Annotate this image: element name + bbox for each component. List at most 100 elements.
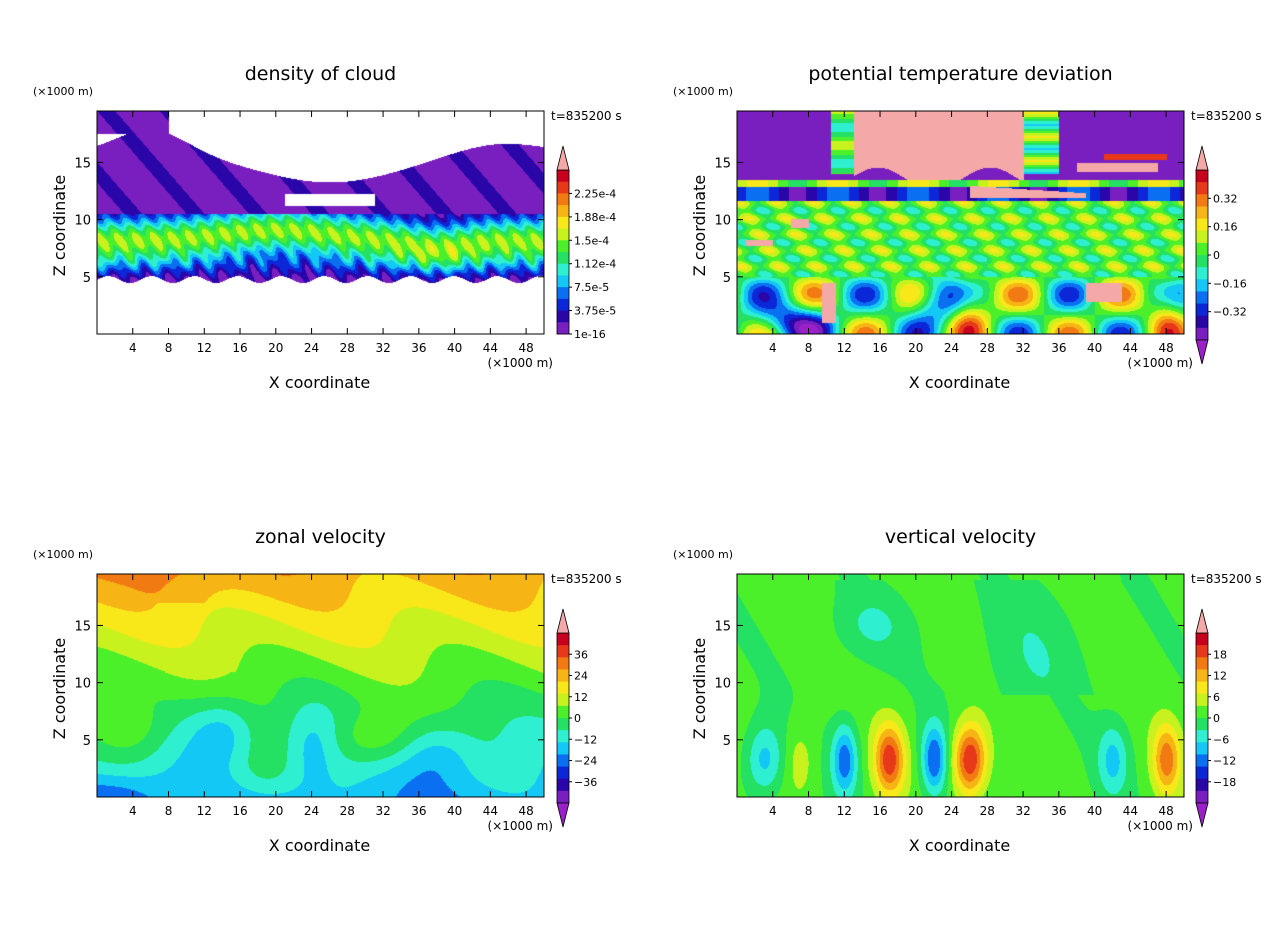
colorbar-swatch: [1196, 778, 1208, 792]
colorbar-label: −6: [1213, 733, 1229, 746]
colorbar-label: −36: [574, 776, 597, 789]
colorbar-swatch: [557, 693, 569, 707]
x-tick-label: 4: [129, 804, 137, 818]
colorbar-swatch: [1196, 255, 1208, 268]
panel-3: zonal velocity (×1000 m) t=835200 s X coord…: [33, 526, 622, 855]
x-tick-label: 16: [872, 804, 887, 818]
x-tick-label: 28: [980, 341, 995, 355]
x-tick-label: 20: [268, 341, 283, 355]
colorbar-swatch: [557, 240, 569, 253]
x-tick-label: 36: [411, 804, 426, 818]
colorbar-swatch: [557, 228, 569, 241]
y-unit-label: (×1000 m): [33, 548, 93, 561]
x-tick-label: 20: [908, 341, 923, 355]
x-tick-label: 8: [805, 341, 813, 355]
colorbar-label: 2.25e-4: [574, 187, 616, 200]
colorbar-swatch: [557, 322, 569, 335]
colorbar-swatch: [557, 790, 569, 804]
x-tick-label: 20: [268, 804, 283, 818]
colorbar-label: −24: [574, 755, 597, 768]
colorbar-label: 12: [574, 691, 588, 704]
y-unit-label: (×1000 m): [673, 85, 733, 98]
colorbar-label: 0: [1213, 249, 1220, 262]
x-tick-label: 44: [1123, 341, 1138, 355]
colorbar-label: −18: [1213, 776, 1236, 789]
colorbar: 2.25e-4 1.88e-4 1.5e-4 1.12e-4 7.5e-5 3.75e-5…: [556, 145, 616, 341]
colorbar-label: 0.32: [1213, 192, 1238, 205]
colorbar-swatch: [557, 645, 569, 658]
colorbar-label: 36: [574, 648, 588, 661]
time-label: t=835200 s: [551, 109, 622, 123]
x-tick-label: 28: [340, 341, 355, 355]
colorbar-swatch: [557, 669, 569, 683]
colorbar-swatch: [1196, 705, 1208, 719]
x-tick-label: 32: [1015, 804, 1030, 818]
colorbar-swatch: [557, 778, 569, 792]
x-tick-label: 24: [944, 804, 959, 818]
y-tick-label: 5: [83, 734, 91, 749]
colorbar-swatch: [1196, 279, 1208, 292]
colorbar-swatch: [1196, 718, 1208, 731]
colorbar-swatch: [557, 193, 569, 206]
x-axis-label: X coordinate: [909, 373, 1010, 392]
colorbar-label: 0: [1213, 712, 1220, 725]
y-unit-label: (×1000 m): [33, 85, 93, 98]
x-tick-label: 28: [340, 804, 355, 818]
colorbar-swatch: [1196, 766, 1208, 780]
colorbar-swatch: [1196, 267, 1208, 280]
colorbar-top-arrow: [1195, 608, 1209, 634]
x-tick-label: 12: [197, 341, 212, 355]
x-tick-label: 4: [769, 341, 777, 355]
x-tick-label: 24: [304, 804, 319, 818]
x-tick-label: 44: [483, 341, 498, 355]
plot-frame: [736, 573, 1185, 798]
colorbar-swatch: [557, 766, 569, 780]
plot-area: [97, 574, 544, 797]
colorbar-swatch: [1196, 742, 1208, 755]
time-label: t=835200 s: [1191, 572, 1262, 586]
colorbar-swatch: [1196, 315, 1208, 329]
x-tick-label: 8: [165, 804, 173, 818]
x-tick-label: 44: [1123, 804, 1138, 818]
plot-area: [97, 111, 544, 334]
chart-title: density of cloud: [245, 63, 397, 85]
colorbar-swatch: [1196, 230, 1208, 244]
time-label: t=835200 s: [551, 572, 622, 586]
colorbar-swatch: [557, 287, 569, 300]
colorbar-top-arrow: [1195, 145, 1209, 171]
colorbar-swatch: [557, 310, 569, 323]
time-label: t=835200 s: [1191, 109, 1262, 123]
x-tick-label: 36: [1051, 804, 1066, 818]
colorbar-label: 0: [574, 712, 581, 725]
y-tick-label: 5: [723, 271, 731, 286]
x-unit-label: (×1000 m): [1128, 819, 1193, 833]
y-tick-label: 15: [74, 619, 91, 634]
x-tick-label: 12: [837, 341, 852, 355]
x-tick-label: 8: [805, 804, 813, 818]
colorbar-label: 0.16: [1213, 221, 1238, 234]
colorbar-swatch: [557, 742, 569, 755]
colorbar-label: −0.32: [1213, 306, 1247, 319]
x-tick-label: 48: [518, 341, 533, 355]
colorbar-label: 3.75e-5: [574, 305, 616, 318]
x-tick-label: 20: [908, 804, 923, 818]
colorbar-swatch: [1196, 633, 1208, 646]
colorbar-swatch: [557, 263, 569, 276]
colorbar: 0.32 0.16 0 −0.16 −0.32: [1195, 145, 1247, 365]
colorbar-swatch: [557, 205, 569, 218]
colorbar-label: −0.16: [1213, 277, 1247, 290]
colorbar-label: 1.12e-4: [574, 258, 616, 271]
x-axis-label: X coordinate: [909, 836, 1010, 855]
x-tick-label: 44: [483, 804, 498, 818]
colorbar-swatch: [557, 718, 569, 731]
colorbar-label: 6: [1213, 691, 1220, 704]
colorbar-label: 1.5e-4: [574, 234, 609, 247]
x-tick-label: 4: [769, 804, 777, 818]
y-unit-label: (×1000 m): [673, 548, 733, 561]
colorbar-swatch: [1196, 790, 1208, 804]
colorbar-swatch: [1196, 645, 1208, 658]
plot-area: [737, 111, 1184, 334]
x-tick-label: 12: [197, 804, 212, 818]
x-tick-label: 4: [129, 341, 137, 355]
